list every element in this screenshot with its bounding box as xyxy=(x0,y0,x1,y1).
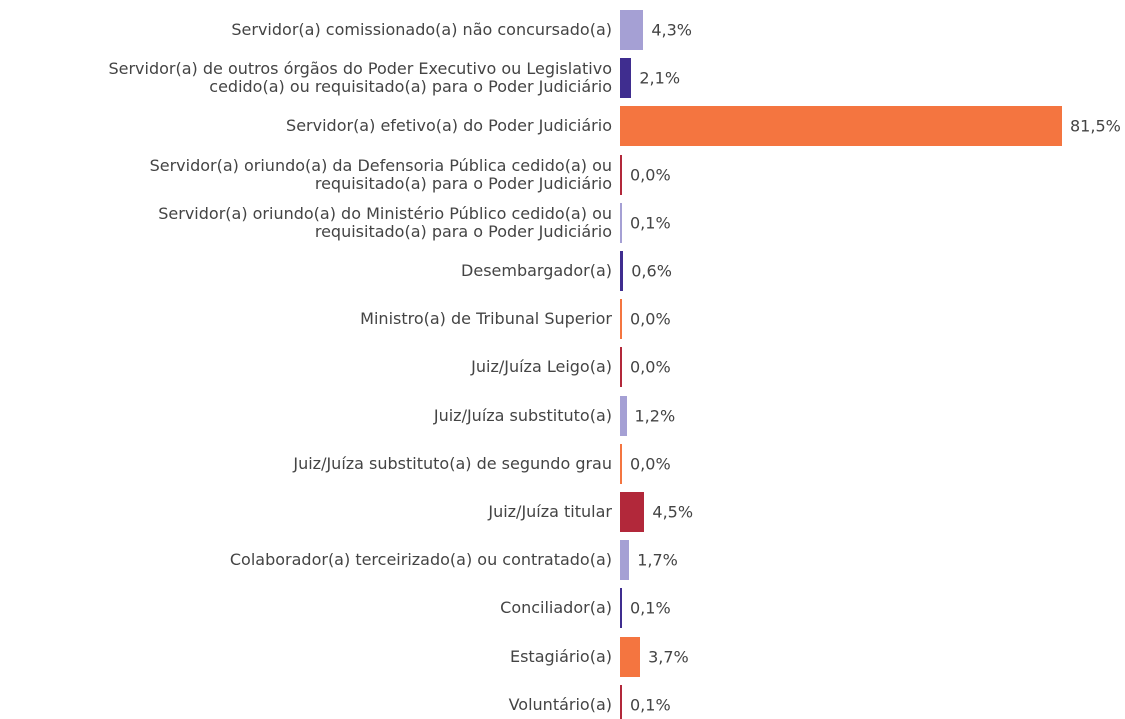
bar xyxy=(620,443,622,484)
bar xyxy=(620,299,622,340)
value-label: 0,0% xyxy=(630,309,671,329)
bar xyxy=(620,251,624,291)
bar xyxy=(620,347,622,388)
bar xyxy=(620,540,630,581)
bar xyxy=(620,58,632,99)
category-label: Servidor(a) efetivo(a) do Poder Judiciár… xyxy=(286,116,612,136)
bar xyxy=(620,684,622,719)
bar xyxy=(620,202,622,243)
value-label: 0,1% xyxy=(630,213,671,233)
bar xyxy=(620,154,622,195)
bar xyxy=(620,492,645,532)
category-label: Desembargador(a) xyxy=(461,261,612,280)
category-label: Servidor(a) oriundo(a) da Defensoria Púb… xyxy=(149,155,612,193)
bar xyxy=(620,636,641,677)
value-label: 0,0% xyxy=(630,357,671,377)
bar xyxy=(620,395,627,436)
category-label: Estagiário(a) xyxy=(509,646,612,666)
category-label: Ministro(a) de Tribunal Superior xyxy=(360,309,612,329)
category-label: Juiz/Juíza substituto(a) xyxy=(433,405,612,425)
category-label: Colaborador(a) terceirizado(a) ou contra… xyxy=(229,550,612,570)
category-label: Voluntário(a) xyxy=(508,694,612,714)
value-label: 0,1% xyxy=(630,598,671,618)
value-label: 0,1% xyxy=(630,695,671,715)
value-label: 0,6% xyxy=(631,261,672,281)
category-label: Juiz/Juíza substituto(a) de segundo grau xyxy=(293,453,612,473)
value-label: 4,3% xyxy=(651,20,692,40)
category-label: Juiz/Juíza Leigo(a) xyxy=(471,357,612,377)
bar xyxy=(620,10,644,50)
category-label: Servidor(a) comissionado(a) não concursa… xyxy=(231,20,612,39)
value-label: 0,0% xyxy=(630,165,671,185)
value-label: 1,7% xyxy=(637,550,678,570)
value-label: 1,2% xyxy=(634,406,676,426)
category-label: Conciliador(a) xyxy=(500,598,612,618)
value-label: 0,0% xyxy=(630,454,671,474)
bar xyxy=(620,106,1062,147)
value-label: 3,7% xyxy=(648,647,689,667)
value-label: 2,1% xyxy=(639,68,681,88)
value-label: 4,5% xyxy=(652,502,694,522)
value-label: 81,5% xyxy=(1070,116,1121,136)
category-label: Servidor(a) oriundo(a) do Ministério Púb… xyxy=(158,203,612,241)
category-label: Servidor(a) de outros órgãos do Poder Ex… xyxy=(108,59,612,97)
bar xyxy=(620,588,622,629)
category-label: Juiz/Juíza titular xyxy=(488,502,612,521)
